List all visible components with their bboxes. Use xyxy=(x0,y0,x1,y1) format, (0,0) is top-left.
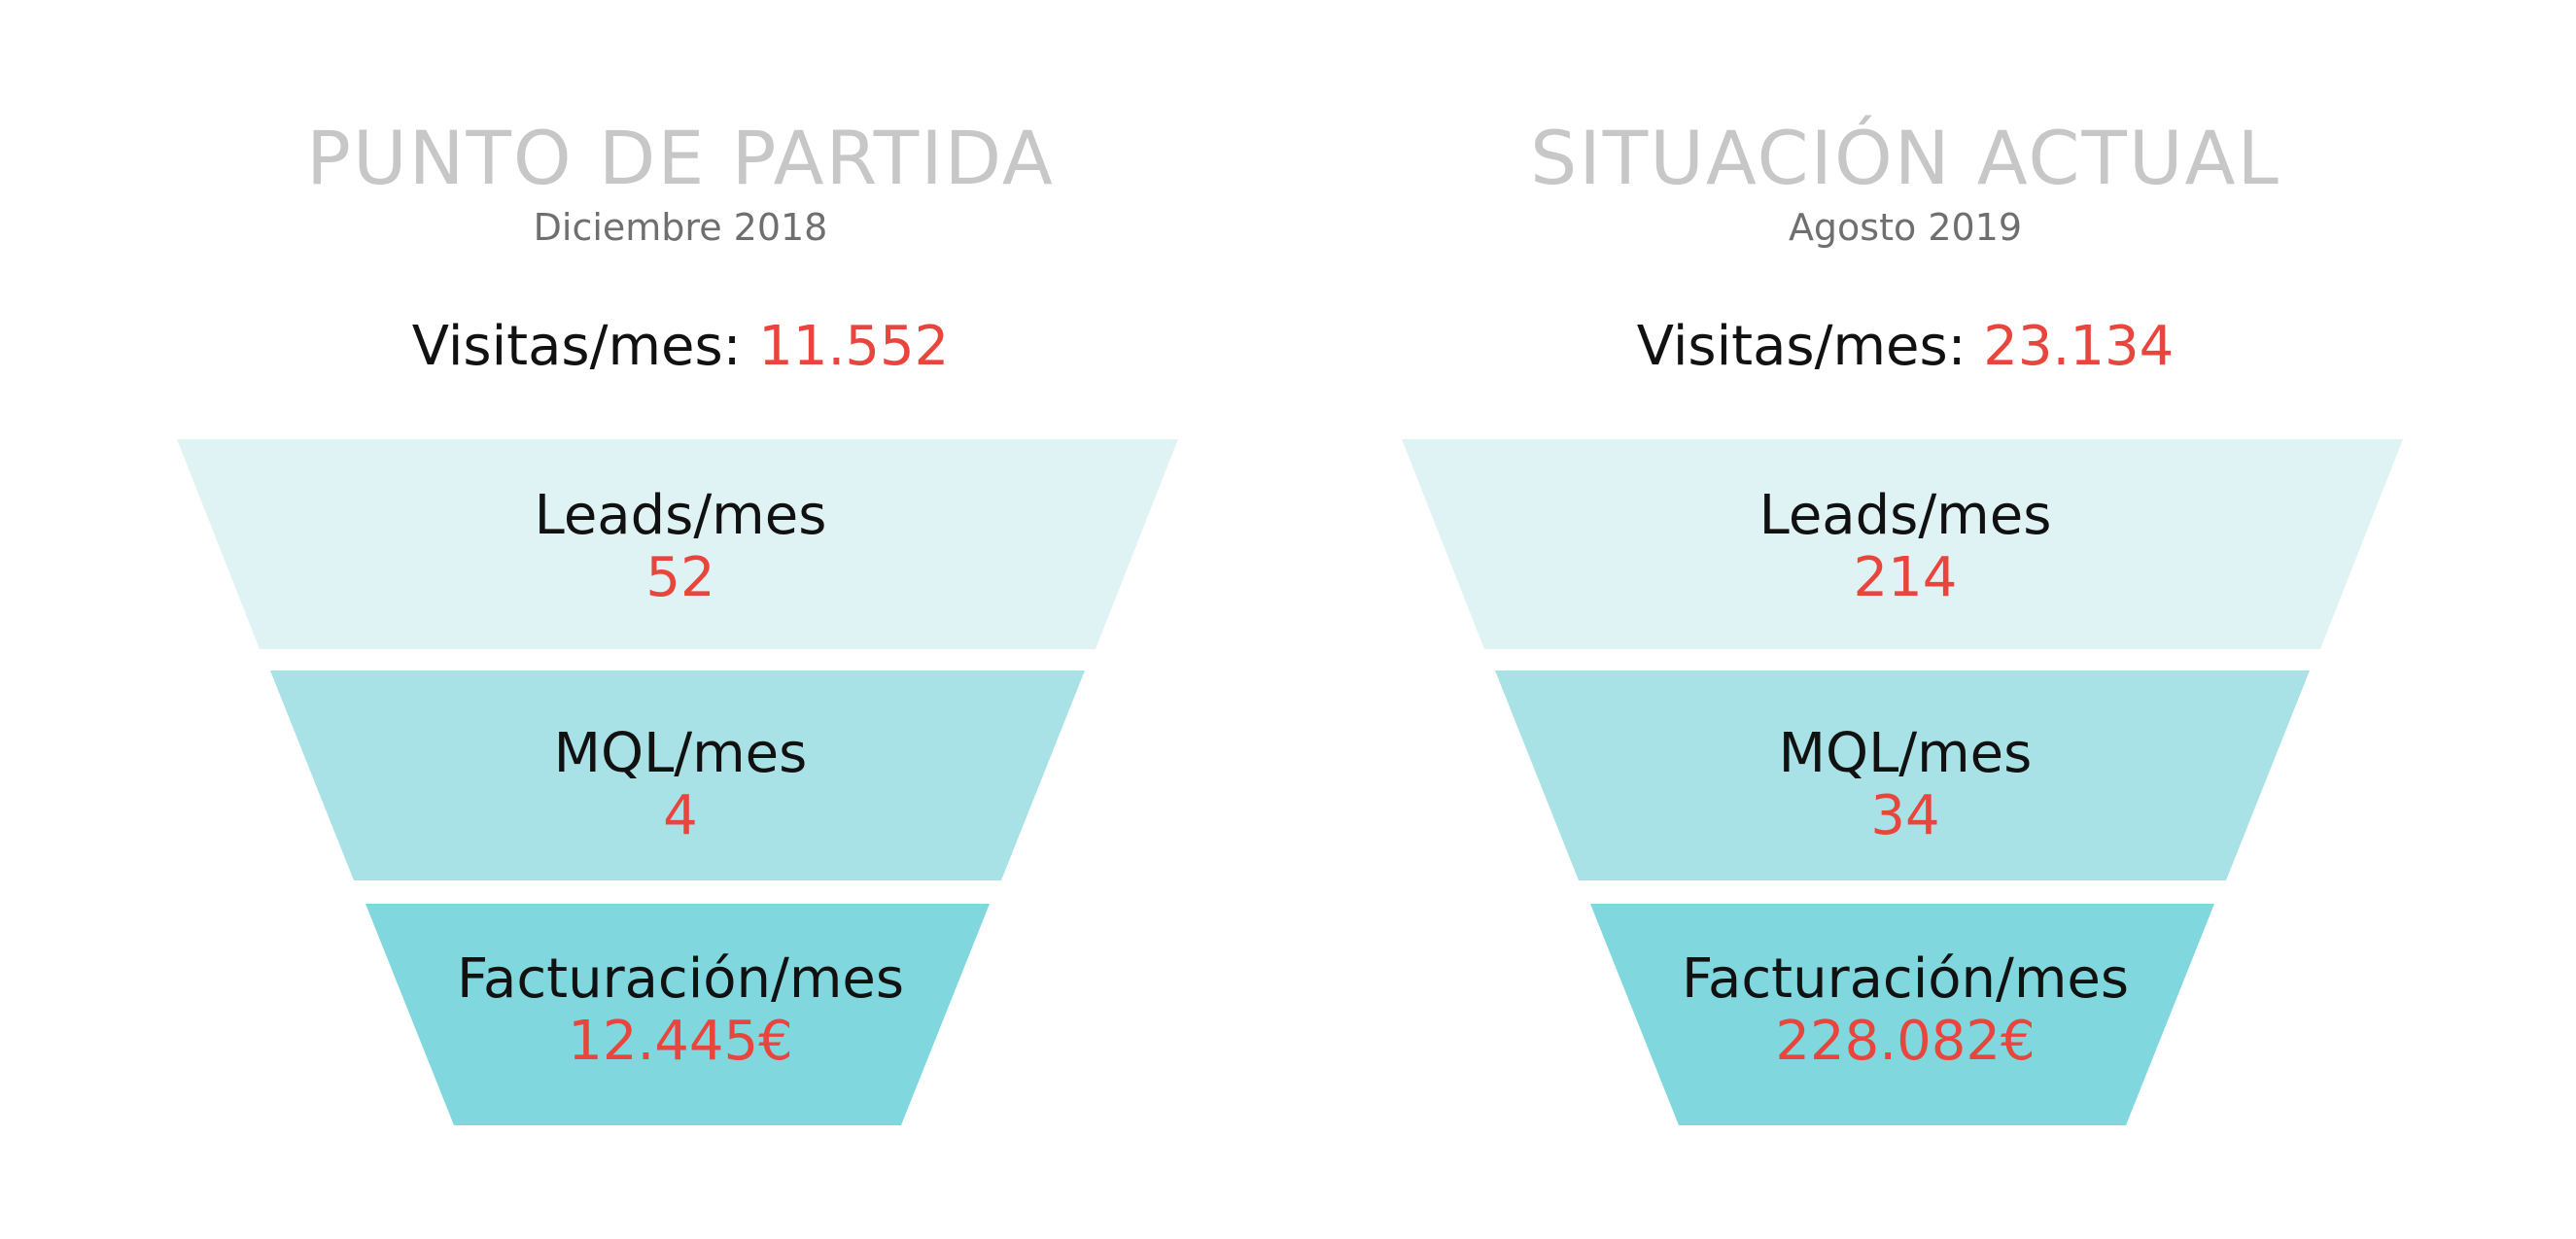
funnel-stage-revenue xyxy=(366,904,990,1125)
funnel-stage-mql xyxy=(1495,671,2310,880)
funnel-shape xyxy=(1402,439,2403,1125)
funnel-panel-before: PUNTO DE PARTIDA Diciembre 2018 Visitas/… xyxy=(165,0,1196,1239)
funnel-stage-revenue xyxy=(1590,904,2214,1125)
panel-title: PUNTO DE PARTIDA xyxy=(306,115,1055,201)
revenue-label: Facturación/mes xyxy=(1681,947,2130,1011)
leads-label: Leads/mes xyxy=(1758,484,2052,547)
visits-metric: Visitas/mes: 23.134 xyxy=(1390,315,2420,378)
leads-value: 214 xyxy=(1853,546,1958,609)
funnel-stage-leads xyxy=(177,439,1178,649)
funnel-stage-leads xyxy=(1402,439,2403,649)
leads-value: 52 xyxy=(645,546,715,609)
panel-title: SITUACIÓN ACTUAL xyxy=(1530,115,2280,201)
leads-label: Leads/mes xyxy=(534,484,827,547)
revenue-value: 228.082€ xyxy=(1775,1010,2036,1073)
visits-value: 11.552 xyxy=(758,315,950,378)
panel-subtitle: Agosto 2019 xyxy=(1788,206,2023,249)
visits-value: 23.134 xyxy=(1983,315,2175,378)
revenue-label: Facturación/mes xyxy=(456,947,905,1011)
mql-value: 34 xyxy=(1870,784,1940,847)
mql-label: MQL/mes xyxy=(553,722,808,785)
visits-label: Visitas/mes: xyxy=(1636,315,1984,378)
mql-label: MQL/mes xyxy=(1778,722,2033,785)
mql-value: 4 xyxy=(663,784,698,847)
panel-subtitle: Diciembre 2018 xyxy=(533,206,828,249)
revenue-value: 12.445€ xyxy=(568,1010,793,1073)
funnel-shape xyxy=(177,439,1178,1125)
visits-label: Visitas/mes: xyxy=(411,315,759,378)
visits-metric: Visitas/mes: 11.552 xyxy=(165,315,1196,378)
funnel-panel-after: SITUACIÓN ACTUAL Agosto 2019 Visitas/mes… xyxy=(1390,0,2420,1239)
funnel-stage-mql xyxy=(270,671,1085,880)
